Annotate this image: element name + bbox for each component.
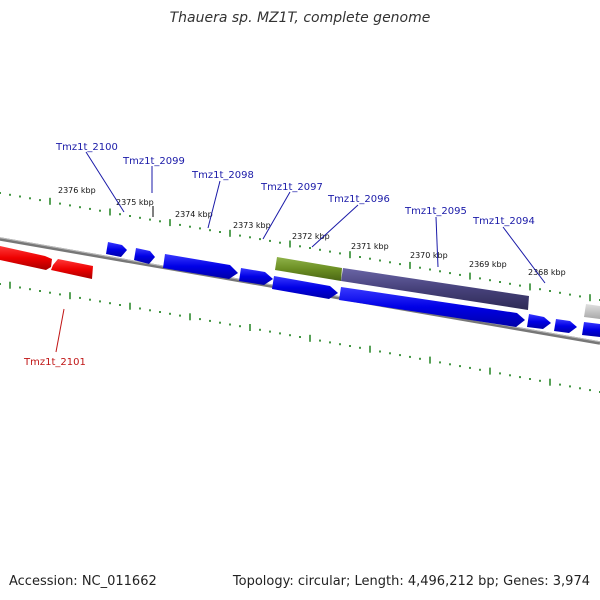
scale-label-2369: 2369 kbp bbox=[469, 260, 507, 269]
gene-label-tmz1t-2101: Tmz1t_2101 bbox=[23, 357, 86, 368]
genome-summary-text: Topology: circular; Length: 4,496,212 bp… bbox=[232, 574, 590, 589]
gene-feature[interactable] bbox=[527, 314, 551, 329]
gene-feature[interactable] bbox=[275, 257, 342, 281]
gene-label-tmz1t-2099: Tmz1t_2099 bbox=[122, 156, 185, 167]
gene-label-tmz1t-2095: Tmz1t_2095 bbox=[404, 206, 467, 217]
scale-label-2372: 2372 kbp bbox=[292, 232, 330, 241]
gene-feature[interactable] bbox=[341, 268, 529, 310]
gene-label-tmz1t-2094: Tmz1t_2094 bbox=[472, 216, 535, 227]
leader-line-tmz1t-2100 bbox=[85, 151, 125, 213]
lower-tick-track bbox=[0, 281, 600, 393]
scale-label-2373: 2373 kbp bbox=[233, 221, 271, 230]
gene-feature[interactable] bbox=[339, 287, 525, 327]
gene-feature[interactable] bbox=[272, 276, 338, 299]
gene-label-tmz1t-2100: Tmz1t_2100 bbox=[55, 142, 118, 153]
scale-label-2376: 2376 kbp bbox=[58, 186, 96, 195]
map-title: Thauera sp. MZ1T, complete genome bbox=[169, 10, 431, 26]
gene-feature[interactable] bbox=[51, 259, 93, 279]
scale-label-2374: 2374 kbp bbox=[175, 210, 213, 219]
scale-label-2368: 2368 kbp bbox=[528, 268, 566, 277]
gene-feature[interactable] bbox=[239, 268, 273, 285]
scale-label-2371: 2371 kbp bbox=[351, 242, 389, 251]
leader-line-tmz1t-2096 bbox=[311, 204, 359, 248]
gene-feature[interactable] bbox=[134, 248, 155, 264]
gene-label-tmz1t-2098: Tmz1t_2098 bbox=[191, 170, 254, 181]
leader-line-tmz1t-2098 bbox=[207, 180, 221, 229]
leader-line-tmz1t-2101 bbox=[55, 308, 65, 353]
gene-feature[interactable] bbox=[163, 254, 238, 279]
accession-text: Accession: NC_011662 bbox=[9, 574, 157, 589]
gene-label-tmz1t-2097: Tmz1t_2097 bbox=[260, 182, 323, 193]
gene-feature[interactable] bbox=[0, 246, 52, 270]
leader-line-tmz1t-2094 bbox=[502, 226, 546, 284]
gene-label-tmz1t-2096: Tmz1t_2096 bbox=[327, 194, 390, 205]
scale-label-2370: 2370 kbp bbox=[410, 251, 448, 260]
gene-feature[interactable] bbox=[554, 319, 577, 333]
gene-feature[interactable] bbox=[584, 304, 600, 319]
upper-tick-track bbox=[0, 192, 600, 302]
scale-label-2375: 2375 kbp bbox=[116, 198, 154, 207]
gene-feature[interactable] bbox=[582, 322, 600, 337]
leader-line-tmz1t-2095 bbox=[435, 216, 439, 268]
leader-line-tmz1t-2097 bbox=[262, 191, 291, 240]
gene-feature[interactable] bbox=[106, 242, 127, 257]
